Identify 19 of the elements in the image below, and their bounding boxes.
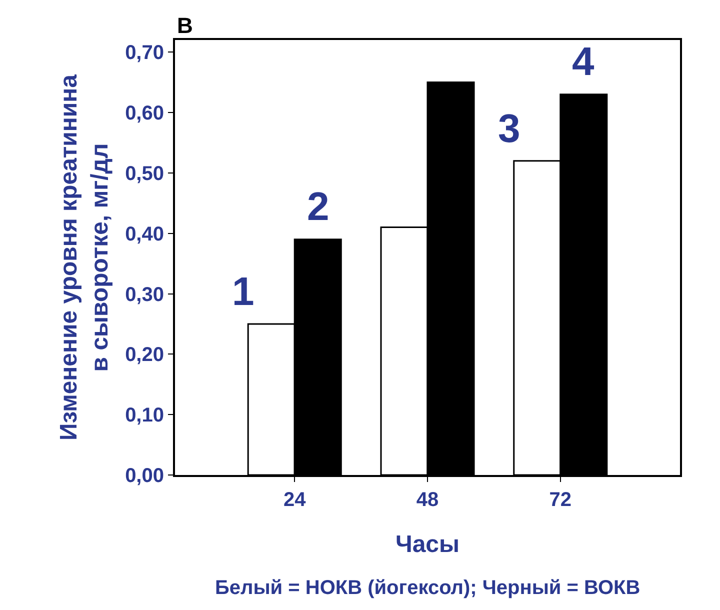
x-tick-label: 72 [549,489,572,511]
annotation: 2 [307,185,330,229]
y-tick-label: 0,50 [125,162,164,185]
y-tick-label: 0,70 [125,42,164,64]
x-tick-label: 24 [283,489,307,511]
y-tick-label: 0,30 [125,284,164,306]
y-axis-title: Изменение уровня креатинина в сыворотке, мг/дл [55,74,114,441]
x-tick-label: 48 [416,489,439,511]
annotation: 3 [498,107,520,151]
annotation: 4 [572,40,595,84]
y-tick-label: 0,60 [125,102,164,124]
y-tick-label: 0,20 [125,344,164,366]
x-axis-title: Часы [395,530,460,558]
y-tick-label: 0,40 [125,223,164,246]
y-tick-label: 0,00 [125,465,164,487]
chart-title: В [177,13,193,38]
text: Белый = НОКВ (йогексол); Черный = ВОКВ [215,577,640,599]
annotation: 1 [232,270,254,314]
y-tick-label: 0,10 [125,404,164,427]
